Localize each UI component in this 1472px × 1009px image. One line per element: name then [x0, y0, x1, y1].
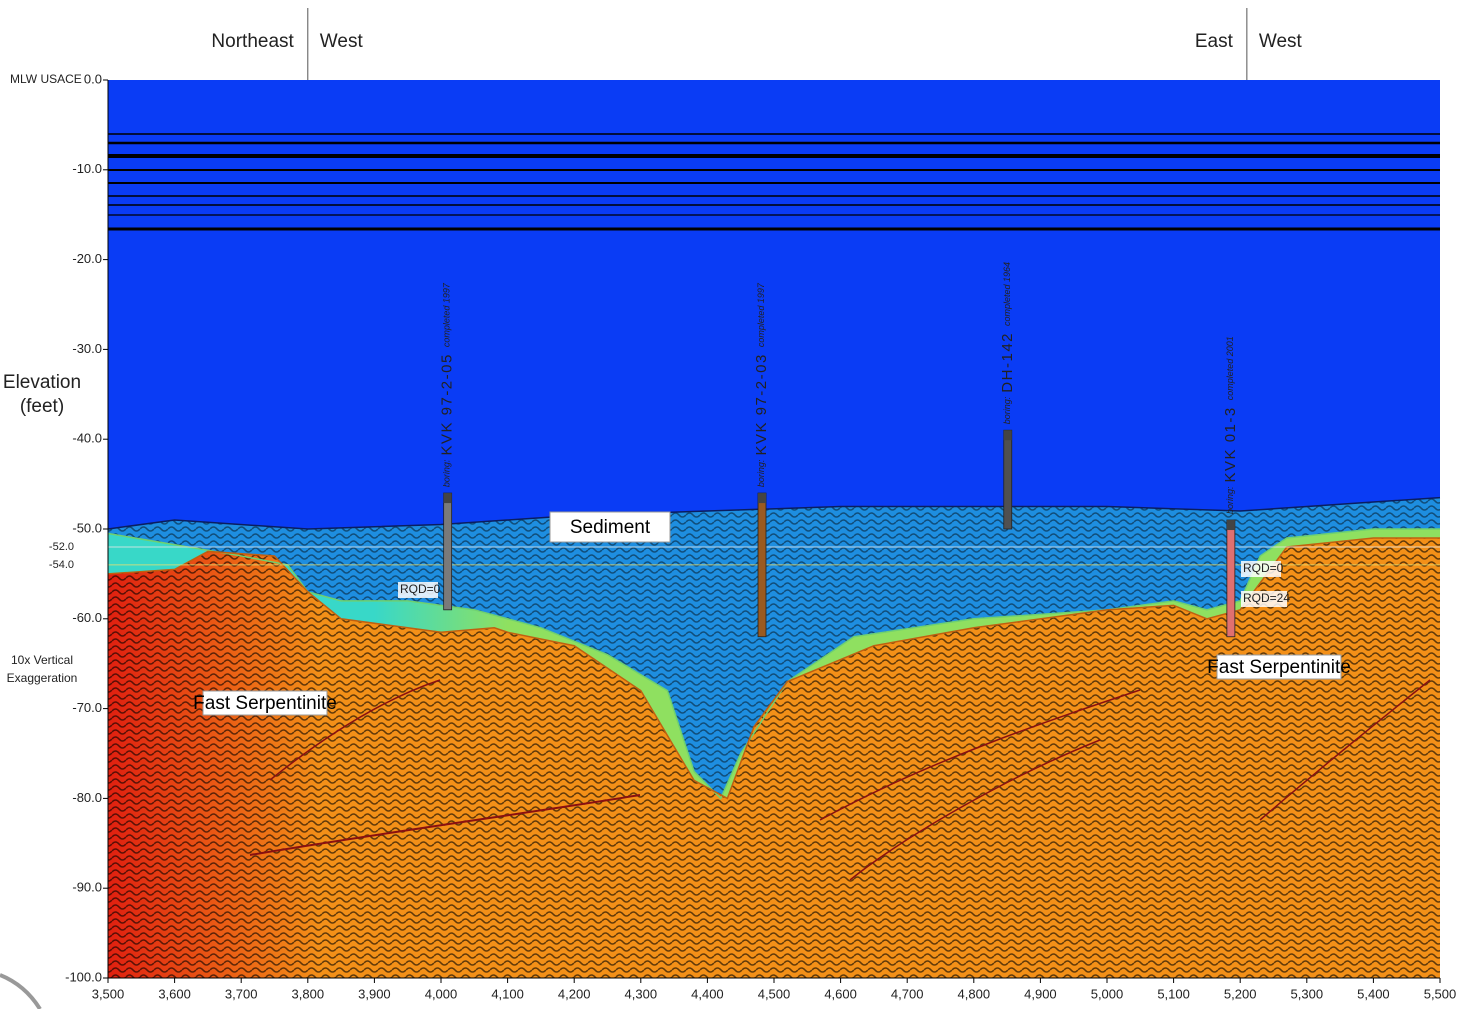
overlays: -52.0 -54.0 0.0 -10.0 -20.0 -30.0 -40.0 -50.0 -6…: [49, 8, 1456, 1001]
exaggeration-note: Exaggeration: [7, 671, 78, 685]
annotation: Fast Serpentinite: [1207, 657, 1351, 678]
boring-note: completed 2001: [1225, 336, 1235, 400]
rqd-label: RQD=0: [1243, 561, 1284, 575]
boring-prefix: boring:: [1225, 486, 1235, 514]
rock-texture: [108, 537, 1440, 978]
x-tick-label: 3,500: [92, 986, 125, 1001]
x-tick-label: 3,800: [292, 986, 325, 1001]
boring-label: boring: KVK 01-3 completed 2001: [1222, 336, 1239, 514]
x-tick-label: 4,600: [824, 986, 857, 1001]
y-tick-label: -90.0: [72, 880, 102, 895]
rqd-box: [1241, 591, 1287, 607]
datum-label: MLW USACE: [10, 72, 82, 86]
section-left: Northeast: [211, 31, 294, 52]
x-tick-label: 4,900: [1024, 986, 1057, 1001]
boring-column: [757, 492, 767, 638]
x-tick-label: 5,200: [1224, 986, 1257, 1001]
x-tick-label: 4,200: [558, 986, 591, 1001]
annotation-box: [549, 511, 671, 543]
boring-note: completed 1997: [756, 282, 766, 347]
x-tick-label: 5,000: [1091, 986, 1124, 1001]
section-right: West: [1259, 31, 1303, 52]
boring-cap: [1003, 430, 1012, 441]
y-tick-label: -60.0: [72, 610, 102, 625]
section-right: West: [320, 31, 364, 52]
boring-name: KVK 01-3: [1222, 406, 1239, 482]
y-axis-title: (feet): [20, 396, 64, 417]
water-layer: [108, 80, 1440, 529]
y-tick-label: -20.0: [72, 251, 102, 266]
layers: [108, 80, 1440, 978]
boring-name: KVK 97-2-03: [753, 353, 770, 455]
annotation-box: [202, 690, 328, 716]
x-tick-label: 5,100: [1157, 986, 1190, 1001]
boring-column: [443, 492, 453, 611]
boring-name: KVK 97-2-05: [439, 353, 456, 455]
x-tick-label: 4,000: [425, 986, 458, 1001]
y-tick-label: -10.0: [72, 161, 102, 176]
annotation: Fast Serpentinite: [193, 693, 337, 714]
sediment-texture: [108, 497, 1440, 799]
rqd-box: [1241, 561, 1281, 577]
boring-cap: [758, 493, 767, 504]
boring-column: [1003, 429, 1013, 530]
boring-note: completed 1964: [1002, 262, 1012, 326]
rqd-label: RQD=0: [400, 582, 441, 596]
x-tick-label: 5,500: [1424, 986, 1457, 1001]
boring-cap: [1226, 520, 1235, 531]
x-tick-label: 5,300: [1291, 986, 1324, 1001]
x-tick-label: 3,900: [358, 986, 391, 1001]
y-tick-label: -50.0: [72, 520, 102, 535]
y-tick-label: -80.0: [72, 790, 102, 805]
x-tick-label: 3,600: [158, 986, 191, 1001]
rqd-label: RQD=24: [1243, 591, 1290, 605]
exaggeration-note: 10x Vertical: [11, 653, 73, 667]
annotation: Sediment: [570, 517, 651, 538]
x-tick-label: 4,100: [491, 986, 524, 1001]
y-tick-label: -100.0: [65, 969, 102, 984]
x-tick-label: 3,700: [225, 986, 258, 1001]
water-reflectors: [0, 133, 1440, 1009]
boring-label: boring: KVK 97-2-05 completed 1997: [439, 282, 456, 487]
surface-line: [107, 496, 1441, 530]
boring-note: completed 1997: [442, 282, 452, 347]
boring-prefix: boring:: [756, 459, 766, 487]
y-axis-title: Elevation: [3, 372, 81, 393]
x-tick-label: 4,700: [891, 986, 924, 1001]
x-tick-label: 4,400: [691, 986, 724, 1001]
boring-label: boring: KVK 97-2-03 completed 1997: [753, 282, 770, 487]
y-tick-label: -30.0: [72, 341, 102, 356]
boring-cap: [443, 493, 452, 504]
x-tick-label: 4,800: [958, 986, 991, 1001]
x-tick-label: 4,500: [758, 986, 791, 1001]
y-tick-label: -40.0: [72, 431, 102, 446]
reference-label: -54.0: [49, 559, 74, 571]
boring-label: boring: DH-142 completed 1964: [999, 262, 1016, 424]
section-left: East: [1195, 31, 1234, 52]
boring-prefix: boring:: [1002, 396, 1012, 424]
boring-prefix: boring:: [442, 459, 452, 487]
reference-label: -52.0: [49, 541, 74, 553]
y-tick-label: -70.0: [72, 700, 102, 715]
boring-name: DH-142: [999, 332, 1016, 393]
y-tick-label: 0.0: [84, 71, 102, 86]
annotation-box: [1216, 654, 1342, 680]
boring-column: [1226, 519, 1236, 638]
x-tick-label: 5,400: [1357, 986, 1390, 1001]
surface-line: [107, 537, 1440, 800]
x-tick-label: 4,300: [625, 986, 658, 1001]
rqd-box: [398, 582, 438, 598]
